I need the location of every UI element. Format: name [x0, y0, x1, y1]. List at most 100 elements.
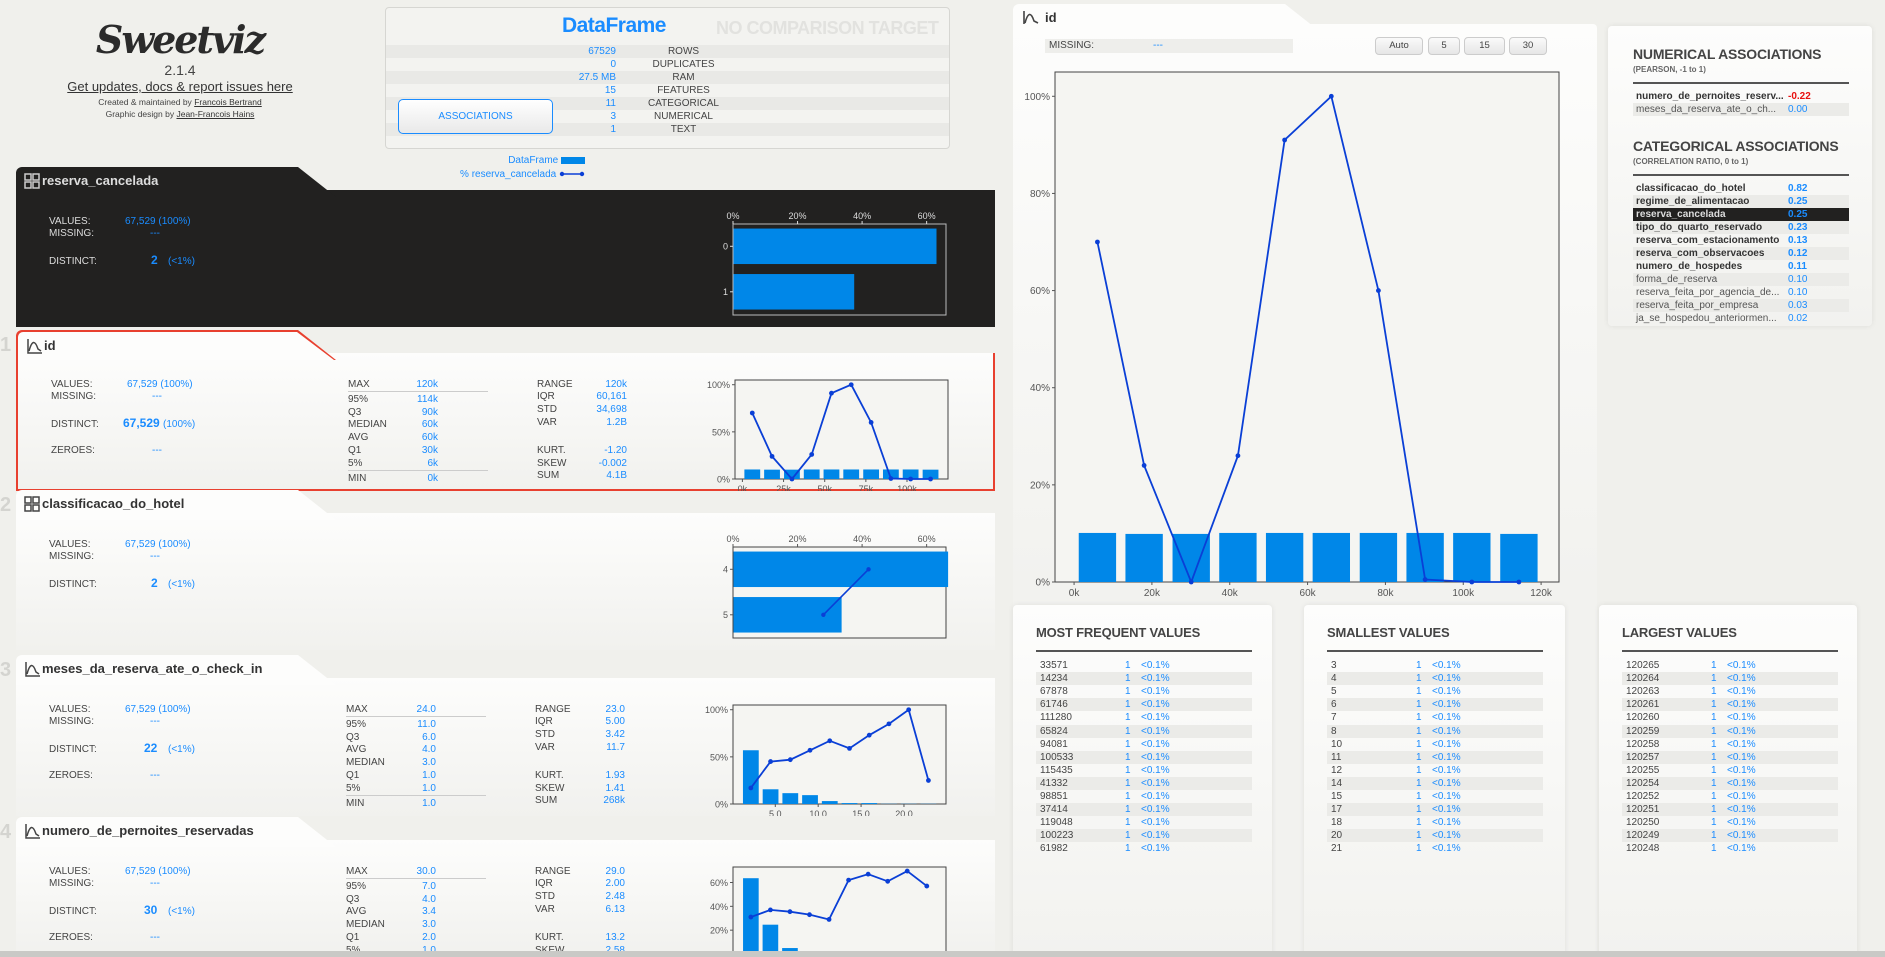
row-percent: <0.1% — [1432, 764, 1461, 776]
line-point — [928, 476, 933, 482]
quantile-label: 5% — [348, 458, 363, 469]
x-tick-label: 80k — [1377, 588, 1394, 599]
associations-button[interactable]: ASSOCIATIONS — [398, 99, 553, 134]
line-point — [885, 878, 891, 884]
association-row[interactable]: reserva_com_observacoes 0.12 — [1633, 247, 1849, 260]
designer-link[interactable]: Jean-Francois Hains — [176, 109, 255, 119]
row-percent: <0.1% — [1727, 738, 1756, 750]
quantile-value: 3.0 — [422, 757, 436, 768]
association-row[interactable]: reserva_com_estacionamento 0.13 — [1633, 234, 1849, 247]
target-line — [822, 568, 870, 616]
row-percent: <0.1% — [1727, 830, 1756, 842]
row-value: 120255 — [1626, 764, 1660, 776]
chart-frame — [734, 379, 949, 480]
feature-card-meses_da_reserva_ate_o_check_in[interactable]: 3 VALUES: 67,529 (100%) MISSING: --- DISTINCT… — [0, 655, 995, 816]
histogram-bar — [882, 469, 899, 479]
row-percent: <0.1% — [1432, 712, 1461, 724]
feature-card-reserva_cancelada[interactable]: VALUES: 67,529 (100%) MISSING: --- DISTINCT:… — [16, 167, 995, 327]
line-point — [787, 757, 793, 763]
row-percent: <0.1% — [1727, 660, 1756, 671]
quantile-label: MEDIAN — [346, 919, 385, 930]
quantile-value: 4.0 — [422, 894, 436, 905]
row-value: 98851 — [1040, 791, 1068, 802]
bins-30-button[interactable]: 30 — [1509, 37, 1547, 55]
feature-card-numero_de_pernoites_reservadas[interactable]: 4 VALUES: 67,529 (100%) MISSING: --- DISTINCT… — [0, 817, 995, 957]
bins-auto-button[interactable]: Auto — [1375, 37, 1423, 55]
association-value: 0.23 — [1788, 222, 1808, 233]
chart-frame — [732, 704, 947, 805]
row-count: 1 — [1711, 791, 1717, 802]
row-percent: <0.1% — [1727, 843, 1756, 855]
line-point — [904, 868, 910, 874]
histogram-bar — [823, 469, 840, 479]
feature-card-id[interactable]: 1 VALUES: 67,529 (100%) MISSING: --- DISTINCT… — [0, 330, 995, 491]
association-row[interactable]: numero_de_hospedes 0.11 — [1633, 260, 1849, 273]
bins-15-button[interactable]: 15 — [1464, 37, 1505, 55]
table-row: 12 1 <0.1% — [1327, 764, 1543, 777]
association-row[interactable]: regime_de_alimentacao 0.25 — [1633, 195, 1849, 208]
association-row[interactable]: meses_da_reserva_ate_o_ch... 0.00 — [1633, 103, 1849, 116]
association-name: reserva_com_observacoes — [1636, 248, 1765, 259]
values-label: VALUES: — [49, 866, 91, 877]
association-row[interactable]: classificacao_do_hotel 0.82 — [1633, 182, 1849, 195]
horizontal-scrollbar[interactable] — [0, 951, 1885, 957]
y-tick-label: 100% — [1024, 92, 1050, 103]
updates-link[interactable]: Get updates, docs & report issues here — [67, 79, 293, 94]
quantile-label: MIN — [348, 473, 367, 484]
row-value: 41332 — [1040, 777, 1068, 789]
quantile-label: AVG — [348, 432, 369, 443]
moment-label: RANGE — [537, 379, 573, 390]
association-row[interactable]: ja_se_hospedou_anteriormen... 0.02 — [1633, 312, 1849, 325]
association-row[interactable]: reserva_feita_por_empresa 0.03 — [1633, 299, 1849, 312]
feature-index: 2 — [0, 494, 12, 516]
histogram-bar — [742, 750, 759, 804]
author-link[interactable]: Francois Bertrand — [194, 97, 262, 107]
bar — [733, 274, 855, 310]
distinct-value: 2 — [151, 576, 158, 590]
line-point — [886, 721, 892, 727]
association-row[interactable]: reserva_cancelada 0.25 — [1633, 208, 1849, 221]
row-count: 1 — [1711, 738, 1717, 750]
row-count: 1 — [1711, 686, 1717, 698]
moment-label: IQR — [537, 391, 555, 402]
feature-tab[interactable]: meses_da_reserva_ate_o_check_in — [16, 655, 336, 685]
feature-tab[interactable]: classificacao_do_hotel — [16, 490, 336, 520]
association-name: numero_de_pernoites_reserv... — [1636, 91, 1784, 102]
feature-tab[interactable]: reserva_cancelada — [16, 167, 336, 197]
distinct-percent: (<1%) — [168, 906, 195, 917]
association-row[interactable]: reserva_feita_por_agencia_de... 0.10 — [1633, 286, 1849, 299]
summary-value: 67529 — [588, 46, 616, 57]
table-row: 14234 1 <0.1% — [1036, 672, 1252, 686]
feature-tab[interactable]: numero_de_pernoites_reservadas — [16, 817, 336, 847]
association-row[interactable]: forma_de_reserva 0.10 — [1633, 273, 1849, 286]
line-point — [826, 917, 832, 922]
row-value: 67878 — [1040, 686, 1068, 698]
feature-tab[interactable]: id — [16, 330, 336, 360]
credits-prefix: Created & maintained by — [98, 97, 192, 107]
association-row[interactable]: numero_de_pernoites_reserv... -0.22 — [1633, 90, 1849, 103]
line-point — [1282, 137, 1288, 143]
associations-panel: NUMERICAL ASSOCIATIONS (PEARSON, -1 to 1… — [1608, 26, 1872, 326]
row-percent: <0.1% — [1727, 764, 1756, 776]
histogram-bar — [1312, 532, 1351, 582]
chart-frame — [1054, 71, 1560, 583]
feature-card-classificacao_do_hotel[interactable]: 2 VALUES: 67,529 (100%) MISSING: --- DISTINCT… — [0, 490, 995, 650]
design-prefix: Graphic design by — [105, 109, 175, 119]
moment-label: STD — [535, 729, 555, 740]
bins-5-button[interactable]: 5 — [1428, 37, 1460, 55]
moment-value: 268k — [603, 795, 625, 806]
histogram-bar — [1500, 533, 1538, 582]
row-count: 1 — [1416, 712, 1422, 724]
row-value: 119048 — [1040, 817, 1073, 829]
moment-label: IQR — [535, 716, 553, 727]
x-tick-label: 40k — [1222, 588, 1239, 599]
association-row[interactable]: tipo_do_quarto_reservado 0.23 — [1633, 221, 1849, 234]
summary-row: 0 DUPLICATES — [386, 58, 949, 71]
table-row: 120249 1 <0.1% — [1622, 829, 1838, 843]
quantile-value: 2.0 — [422, 932, 436, 943]
quantile-label: MAX — [346, 704, 368, 715]
row-count: 1 — [1125, 699, 1131, 711]
dataframe-summary: DataFrame NO COMPARISON TARGET 67529 ROWS… — [385, 7, 950, 149]
x-tick-label: 0% — [726, 211, 739, 221]
y-tick-label: 0% — [1036, 578, 1051, 589]
